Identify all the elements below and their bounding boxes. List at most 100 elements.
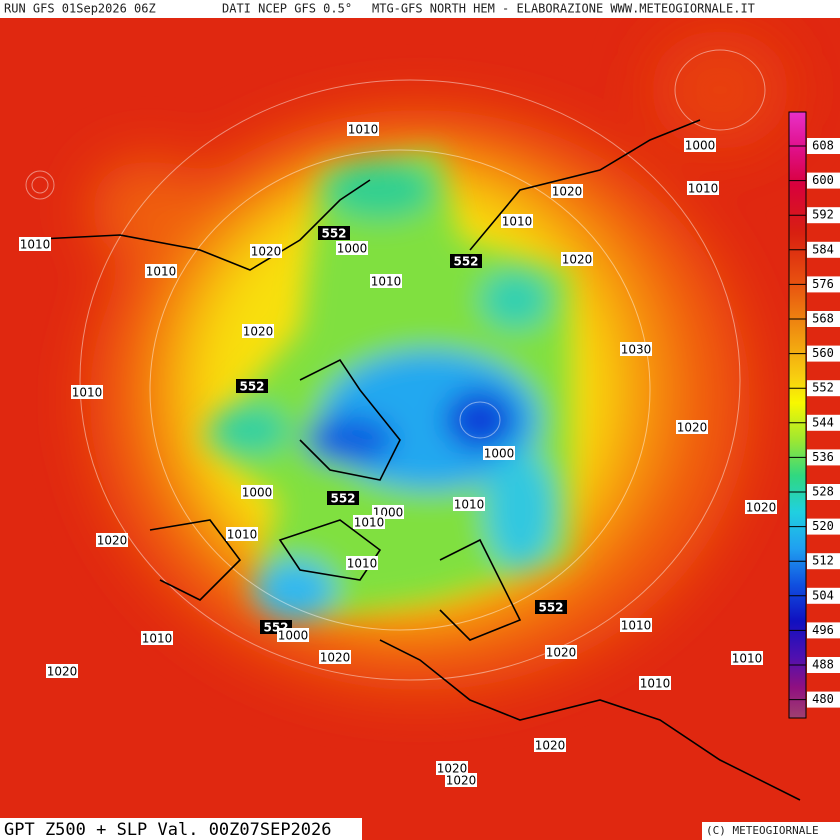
pressure-label: 1010	[142, 632, 173, 646]
pressure-label: 1000	[337, 242, 368, 256]
colorbar-label-bg	[807, 311, 840, 327]
colorbar-label-bg	[807, 345, 840, 362]
label-box	[687, 181, 719, 195]
colorbar-label-bg	[807, 484, 840, 500]
pressure-label: 1020	[535, 739, 566, 753]
pressure-label: 1010	[454, 498, 485, 512]
colorbar-label-bg	[807, 553, 840, 570]
label-box	[534, 738, 566, 752]
height-label: 552	[453, 255, 478, 269]
pressure-label: 1010	[688, 182, 719, 196]
pressure-label: 1010	[732, 652, 763, 666]
label-box	[501, 214, 533, 228]
label-box	[277, 628, 309, 642]
label-box	[353, 515, 385, 529]
pressure-label: 1010	[347, 557, 378, 571]
pressure-label: 1020	[97, 534, 128, 548]
colorbar-label-bg	[807, 518, 840, 535]
pressure-label: 1010	[227, 528, 258, 542]
colorbar	[788, 111, 807, 719]
label-box	[96, 533, 128, 547]
label-box	[250, 244, 282, 258]
pressure-label: 1020	[320, 651, 351, 665]
pressure-label: 1010	[354, 516, 385, 530]
colorbar-label-bg	[807, 276, 840, 293]
pressure-label: 1000	[685, 139, 716, 153]
label-box	[346, 556, 378, 570]
colorbar-label: 512	[812, 554, 834, 568]
colorbar-label: 496	[812, 623, 834, 637]
label-box	[535, 600, 567, 614]
label-box	[445, 773, 477, 787]
colorbar-label: 600	[812, 173, 834, 187]
height-label: 552	[330, 492, 355, 506]
pressure-label: 1020	[47, 665, 78, 679]
pressure-label: 1010	[348, 123, 379, 137]
label-box	[620, 342, 652, 356]
run-info: RUN GFS 01Sep2026 06Z	[4, 2, 156, 16]
colorbar-label: 568	[812, 312, 834, 326]
copyright-box	[702, 822, 840, 840]
pressure-label: 1020	[243, 325, 274, 339]
label-box	[684, 138, 716, 152]
colorbar-label-bg	[807, 138, 840, 154]
colorbar-label: 480	[812, 692, 834, 706]
label-box	[745, 500, 777, 514]
pressure-label: 1020	[251, 245, 282, 259]
label-box	[620, 618, 652, 632]
label-box	[318, 226, 350, 240]
label-box	[327, 491, 359, 505]
label-box	[551, 184, 583, 198]
pressure-label: 1020	[677, 421, 708, 435]
colorbar-label: 552	[812, 381, 834, 395]
label-box	[141, 631, 173, 645]
label-box	[370, 274, 402, 288]
colorbar-label-bg	[807, 207, 840, 224]
label-box	[319, 650, 351, 664]
pressure-label: 1000	[484, 447, 515, 461]
pressure-label: 1030	[621, 343, 652, 357]
label-box	[145, 264, 177, 278]
label-box	[639, 676, 671, 690]
pressure-label: 1000	[242, 486, 273, 500]
colorbar-label: 528	[812, 485, 834, 499]
label-box	[236, 379, 268, 393]
label-box	[561, 252, 593, 266]
label-box	[676, 420, 708, 434]
colorbar-label-bg	[807, 380, 840, 397]
colorbar-label-bg	[807, 691, 840, 708]
product-info: MTG-GFS NORTH HEM - ELABORAZIONE WWW.MET…	[372, 2, 755, 16]
pressure-label: 1020	[552, 185, 583, 199]
colorbar-label: 592	[812, 208, 834, 222]
copyright: (C) METEOGIORNALE	[706, 824, 819, 837]
pressure-label: 1010	[146, 265, 177, 279]
height-label: 552	[321, 227, 346, 241]
pressure-label: 1010	[502, 215, 533, 229]
footer-bar	[0, 818, 362, 840]
colorbar-label: 488	[812, 658, 834, 672]
pressure-label: 1020	[437, 762, 468, 776]
footer-title: GPT Z500 + SLP Val. 00Z07SEP2026	[4, 820, 332, 840]
isobars	[25, 49, 766, 681]
pressure-label: 1010	[640, 677, 671, 691]
colorbar-label-bg	[807, 241, 840, 258]
coastlines	[19, 119, 801, 801]
pressure-label: 1000	[278, 629, 309, 643]
colorbar-label: 584	[812, 242, 834, 256]
label-box	[347, 122, 379, 136]
data-source: DATI NCEP GFS 0.5°	[222, 2, 352, 16]
colorbar-label-bg	[807, 172, 840, 189]
label-box	[71, 385, 103, 399]
pressure-label: 1020	[562, 253, 593, 267]
colorbar-label: 504	[812, 588, 834, 602]
colorbar-label-bg	[807, 449, 840, 466]
label-box	[241, 485, 273, 499]
colorbar-label-bg	[807, 587, 840, 604]
colorbar-label: 544	[812, 415, 834, 429]
label-box	[242, 324, 274, 338]
pressure-label: 1020	[746, 501, 777, 515]
colorbar-label: 608	[812, 139, 834, 153]
height-label: 552	[239, 380, 264, 394]
